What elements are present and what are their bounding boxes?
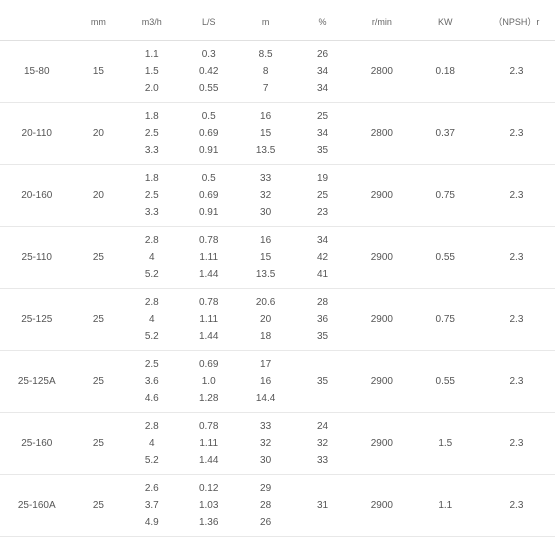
cell-mm: 25 (74, 351, 124, 413)
cell-model: 15-80 (0, 41, 74, 103)
cell-m: 8.587 (237, 41, 294, 103)
cell-mm: 25 (74, 475, 124, 537)
table-row: 25-125A252.53.64.60.691.01.28171614.4 35… (0, 351, 555, 413)
col-mm: mm (74, 0, 124, 41)
cell-ls: 0.781.111.44 (180, 413, 237, 475)
cell-kw: 0.55 (413, 351, 478, 413)
table-row: 20-160201.82.53.30.50.690.91333230192523… (0, 165, 555, 227)
cell-kw: 0.18 (413, 41, 478, 103)
cell-ls: 0.781.111.44 (180, 289, 237, 351)
col-rmin: r/min (351, 0, 413, 41)
cell-ls: 0.691.01.28 (180, 351, 237, 413)
cell-npsh: 2.3 (478, 289, 555, 351)
cell-m: 171614.4 (237, 351, 294, 413)
cell-m3h: 2.845.2 (123, 289, 180, 351)
cell-m3h: 1.11.52.0 (123, 41, 180, 103)
cell-pct: 31 (294, 475, 351, 537)
cell-pct: 263434 (294, 41, 351, 103)
cell-ls: 0.121.031.36 (180, 475, 237, 537)
cell-mm: 25 (74, 413, 124, 475)
table-row: 25-110252.845.20.781.111.44161513.534424… (0, 227, 555, 289)
cell-m3h: 2.53.64.6 (123, 351, 180, 413)
col-m3h: m3/h (123, 0, 180, 41)
cell-model: 25-160 (0, 413, 74, 475)
cell-kw: 1.1 (413, 475, 478, 537)
cell-rmin: 2800 (351, 103, 413, 165)
cell-npsh: 2.3 (478, 475, 555, 537)
col-kw: KW (413, 0, 478, 41)
cell-rmin: 2900 (351, 351, 413, 413)
cell-npsh: 2.3 (478, 351, 555, 413)
cell-m: 161513.5 (237, 227, 294, 289)
cell-m3h: 2.63.74.9 (123, 475, 180, 537)
cell-model: 25-110 (0, 227, 74, 289)
cell-m3h: 2.845.2 (123, 413, 180, 475)
cell-kw: 1.5 (413, 413, 478, 475)
cell-rmin: 2900 (351, 165, 413, 227)
cell-m: 161513.5 (237, 103, 294, 165)
cell-model: 20-110 (0, 103, 74, 165)
cell-model: 25-125A (0, 351, 74, 413)
table-body: 15-80151.11.52.00.30.420.558.58726343428… (0, 41, 555, 537)
cell-npsh: 2.3 (478, 227, 555, 289)
cell-mm: 25 (74, 289, 124, 351)
cell-pct: 243233 (294, 413, 351, 475)
cell-mm: 25 (74, 227, 124, 289)
cell-m3h: 1.82.53.3 (123, 165, 180, 227)
cell-rmin: 2900 (351, 413, 413, 475)
cell-ls: 0.781.111.44 (180, 227, 237, 289)
cell-kw: 0.55 (413, 227, 478, 289)
cell-pct: 253435 (294, 103, 351, 165)
col-m: m (237, 0, 294, 41)
cell-rmin: 2900 (351, 475, 413, 537)
cell-m3h: 2.845.2 (123, 227, 180, 289)
col-npsh: （NPSH）r (478, 0, 555, 41)
table-row: 20-110201.82.53.30.50.690.91161513.52534… (0, 103, 555, 165)
table-row: 25-125252.845.20.781.111.4420.6201828363… (0, 289, 555, 351)
cell-model: 25-160A (0, 475, 74, 537)
table-row: 15-80151.11.52.00.30.420.558.58726343428… (0, 41, 555, 103)
cell-m: 333230 (237, 165, 294, 227)
cell-pct: 192523 (294, 165, 351, 227)
cell-m: 292826 (237, 475, 294, 537)
cell-model: 25-125 (0, 289, 74, 351)
table-row: 25-160A252.63.74.90.121.031.36292826 31 … (0, 475, 555, 537)
table-row: 25-160252.845.20.781.111.443332302432332… (0, 413, 555, 475)
cell-m: 333230 (237, 413, 294, 475)
cell-npsh: 2.3 (478, 165, 555, 227)
cell-mm: 15 (74, 41, 124, 103)
cell-rmin: 2900 (351, 289, 413, 351)
cell-kw: 0.75 (413, 289, 478, 351)
cell-m: 20.62018 (237, 289, 294, 351)
cell-ls: 0.50.690.91 (180, 103, 237, 165)
cell-kw: 0.37 (413, 103, 478, 165)
cell-pct: 35 (294, 351, 351, 413)
col-model (0, 0, 74, 41)
col-pct: % (294, 0, 351, 41)
cell-pct: 283635 (294, 289, 351, 351)
cell-m3h: 1.82.53.3 (123, 103, 180, 165)
cell-npsh: 2.3 (478, 413, 555, 475)
cell-model: 20-160 (0, 165, 74, 227)
cell-mm: 20 (74, 165, 124, 227)
cell-ls: 0.50.690.91 (180, 165, 237, 227)
pump-spec-table: mm m3/h L/S m % r/min KW （NPSH）r 15-8015… (0, 0, 555, 537)
cell-npsh: 2.3 (478, 41, 555, 103)
cell-kw: 0.75 (413, 165, 478, 227)
cell-ls: 0.30.420.55 (180, 41, 237, 103)
cell-rmin: 2900 (351, 227, 413, 289)
cell-mm: 20 (74, 103, 124, 165)
header-row: mm m3/h L/S m % r/min KW （NPSH）r (0, 0, 555, 41)
cell-pct: 344241 (294, 227, 351, 289)
col-ls: L/S (180, 0, 237, 41)
cell-npsh: 2.3 (478, 103, 555, 165)
cell-rmin: 2800 (351, 41, 413, 103)
